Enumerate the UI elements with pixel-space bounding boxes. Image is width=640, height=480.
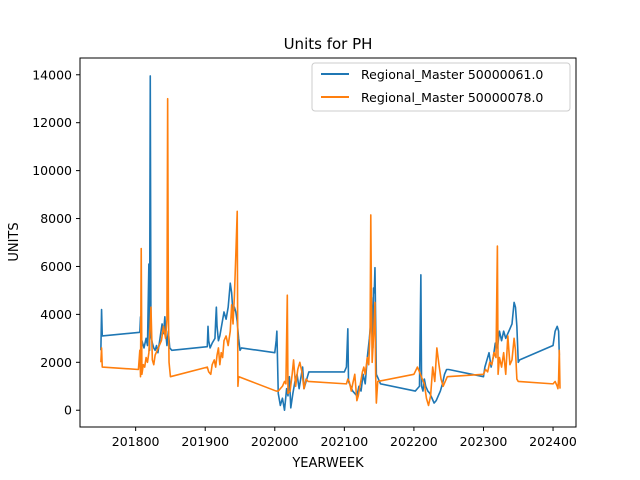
y-tick-label: 4000 <box>40 307 72 322</box>
series-line-2 <box>100 97 561 407</box>
legend-label-series-2: Regional_Master 50000078.0 <box>361 90 543 105</box>
y-tick-label: 10000 <box>32 163 72 178</box>
x-axis: 201800 201900 202000 202100 202200 202300 2024… <box>112 427 577 449</box>
x-tick-label: 202200 <box>390 434 438 449</box>
y-tick-label: 0 <box>64 403 72 418</box>
legend: Regional_Master 50000061.0 Regional_Mast… <box>311 62 571 112</box>
y-axis: 0 2000 4000 6000 8000 10000 12000 14000 <box>32 67 80 418</box>
x-tick-label: 201800 <box>112 434 160 449</box>
chart-title: Units for PH <box>284 35 373 53</box>
plot-frame <box>79 57 577 428</box>
legend-box <box>311 62 571 112</box>
x-tick-label: 202100 <box>320 434 368 449</box>
y-axis-label: UNITS <box>7 222 22 261</box>
x-tick-label: 202000 <box>251 434 299 449</box>
y-tick-label: 8000 <box>40 211 72 226</box>
y-tick-label: 6000 <box>40 259 72 274</box>
y-tick-label: 14000 <box>32 67 72 82</box>
legend-label-series-1: Regional_Master 50000061.0 <box>361 67 543 82</box>
x-tick-label: 202300 <box>460 434 508 449</box>
x-tick-label: 202400 <box>529 434 577 449</box>
y-tick-label: 12000 <box>32 115 72 130</box>
x-tick-label: 201900 <box>181 434 229 449</box>
plot-area <box>100 75 561 412</box>
y-tick-label: 2000 <box>40 355 72 370</box>
x-axis-label: YEARWEEK <box>291 456 364 471</box>
